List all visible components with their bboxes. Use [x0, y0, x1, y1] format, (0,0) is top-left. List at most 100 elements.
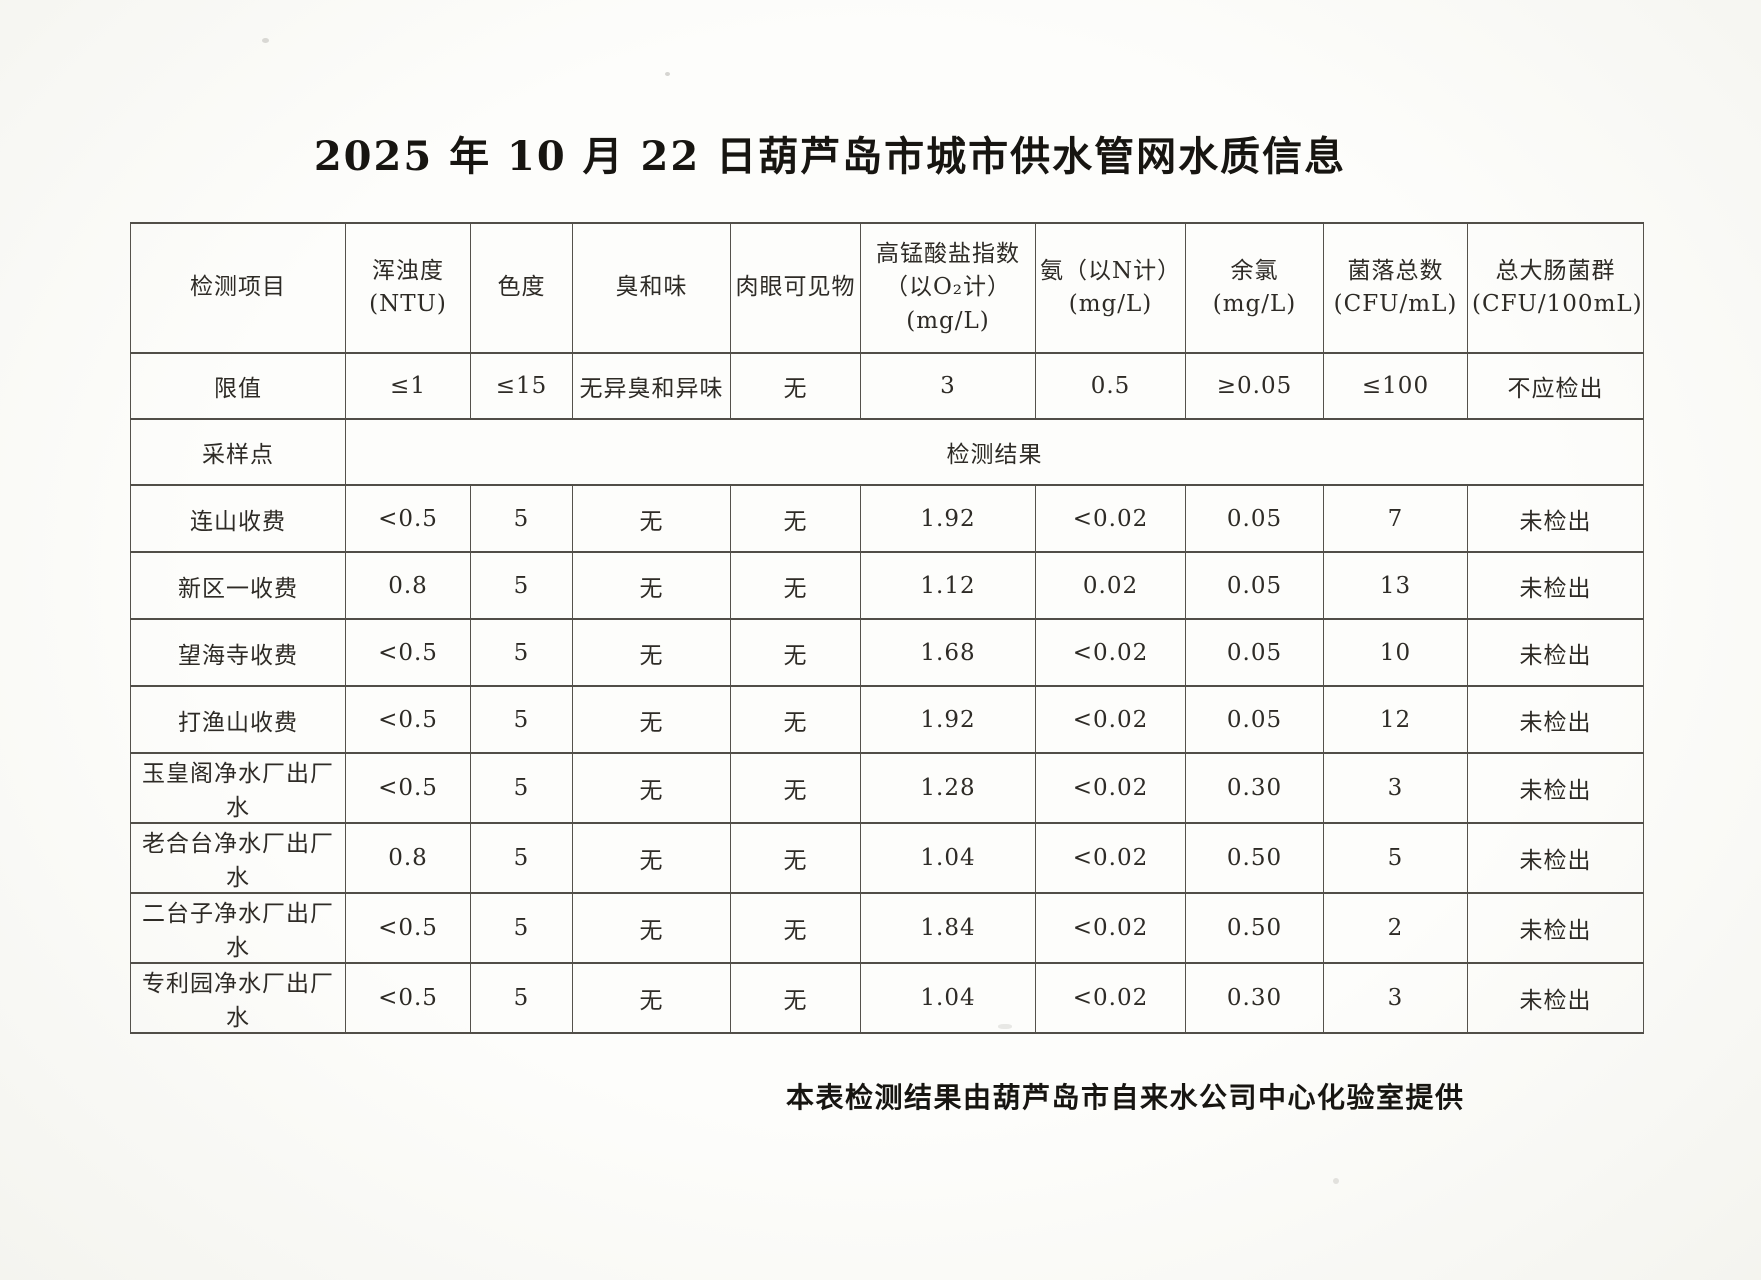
- value-cell: 3: [1323, 962, 1468, 1034]
- value-cell: 5: [470, 685, 573, 754]
- value-cell: 无: [572, 551, 731, 620]
- site-name-cell: 专利园净水厂出厂水: [130, 962, 346, 1034]
- value-cell: 1.92: [860, 685, 1036, 754]
- table-row: 新区一收费 0.8 5 无 无 1.12 0.02 0.05 13 未检出: [130, 551, 1644, 620]
- value-cell: <0.5: [345, 892, 471, 964]
- column-header-turbidity: 浑浊度(NTU): [345, 222, 471, 354]
- site-name-cell: 新区一收费: [130, 551, 346, 620]
- value-cell: <0.02: [1035, 822, 1186, 894]
- value-cell: 无: [730, 484, 861, 553]
- column-header-bacterial-count: 菌落总数 (CFU/mL): [1323, 222, 1468, 354]
- site-name-cell: 玉皇阁净水厂出厂水: [130, 752, 346, 824]
- header-line: 余氯: [1230, 257, 1279, 284]
- limit-cell: 0.5: [1035, 352, 1186, 420]
- limit-cell: 无: [730, 352, 861, 420]
- value-cell: 1.04: [860, 962, 1036, 1034]
- column-header-item: 检测项目: [130, 222, 346, 354]
- value-cell: 5: [470, 618, 573, 687]
- value-cell: <0.5: [345, 962, 471, 1034]
- header-line: (mg/L): [906, 307, 990, 334]
- value-cell: <0.5: [345, 685, 471, 754]
- value-cell: 未检出: [1467, 752, 1644, 824]
- site-name-cell: 打渔山收费: [130, 685, 346, 754]
- limit-cell: ≤15: [470, 352, 573, 420]
- scan-artifact-dot: [1333, 1178, 1339, 1184]
- header-line: (mg/L): [1068, 291, 1153, 317]
- table-row: 连山收费 <0.5 5 无 无 1.92 <0.02 0.05 7 未检出: [130, 484, 1644, 553]
- value-cell: 12: [1323, 685, 1468, 754]
- value-cell: <0.5: [345, 752, 471, 824]
- value-cell: 无: [572, 685, 731, 754]
- value-cell: 5: [470, 822, 573, 894]
- table-row: 老合台净水厂出厂水 0.8 5 无 无 1.04 <0.02 0.50 5 未检…: [130, 822, 1644, 894]
- value-cell: <0.02: [1035, 752, 1186, 824]
- value-cell: 1.68: [860, 618, 1036, 687]
- value-cell: <0.02: [1035, 962, 1186, 1034]
- limit-cell: ≤1: [345, 352, 471, 420]
- page-title: 2025 年 10 月 22 日葫芦岛市城市供水管网水质信息: [313, 133, 1347, 180]
- value-cell: 无: [730, 752, 861, 824]
- scan-artifact-dot: [665, 72, 670, 76]
- scan-artifact-dot: [998, 1024, 1012, 1029]
- value-cell: 0.8: [345, 822, 471, 894]
- value-cell: 0.05: [1185, 551, 1324, 620]
- value-cell: 0.50: [1185, 822, 1324, 894]
- table-row: 专利园净水厂出厂水 <0.5 5 无 无 1.04 <0.02 0.30 3 未…: [130, 962, 1644, 1034]
- column-header-color: 色度: [470, 222, 573, 354]
- value-cell: 0.50: [1185, 892, 1324, 964]
- site-name-cell: 连山收费: [130, 484, 346, 553]
- value-cell: 13: [1323, 551, 1468, 620]
- sampling-point-label: 采样点: [130, 418, 346, 486]
- table-row: 打渔山收费 <0.5 5 无 无 1.92 <0.02 0.05 12 未检出: [130, 685, 1644, 754]
- scan-artifact-dot: [262, 38, 269, 43]
- value-cell: 10: [1323, 618, 1468, 687]
- value-cell: 未检出: [1467, 685, 1644, 754]
- value-cell: 未检出: [1467, 822, 1644, 894]
- limit-row-label: 限值: [130, 352, 346, 420]
- value-cell: 未检出: [1467, 484, 1644, 553]
- header-line: (CFU/mL): [1333, 291, 1458, 317]
- value-cell: 未检出: [1467, 618, 1644, 687]
- value-cell: 3: [1323, 752, 1468, 824]
- value-cell: 1.12: [860, 551, 1036, 620]
- column-header-ammonia: 氨（以N计） (mg/L): [1035, 222, 1186, 354]
- value-cell: 7: [1323, 484, 1468, 553]
- limit-cell: 无异臭和异味: [572, 352, 731, 420]
- value-cell: <0.02: [1035, 892, 1186, 964]
- value-cell: 无: [572, 618, 731, 687]
- header-line: (CFU/100mL): [1472, 291, 1643, 317]
- value-cell: 0.30: [1185, 962, 1324, 1034]
- value-cell: 无: [572, 962, 731, 1034]
- column-header-odor: 臭和味: [572, 222, 731, 354]
- value-cell: 无: [730, 962, 861, 1034]
- header-line: （以O₂计）: [884, 274, 1012, 301]
- value-cell: <0.02: [1035, 484, 1186, 553]
- table-row: 二台子净水厂出厂水 <0.5 5 无 无 1.84 <0.02 0.50 2 未…: [130, 892, 1644, 964]
- sampling-row: 采样点 检测结果: [130, 418, 1644, 486]
- header-line: (mg/L): [1212, 291, 1297, 317]
- limit-cell: ≤100: [1323, 352, 1468, 420]
- table-row: 玉皇阁净水厂出厂水 <0.5 5 无 无 1.28 <0.02 0.30 3 未…: [130, 752, 1644, 824]
- value-cell: 未检出: [1467, 892, 1644, 964]
- column-header-visible-matter: 肉眼可见物: [730, 222, 861, 354]
- column-header-residual-chlorine: 余氯 (mg/L): [1185, 222, 1324, 354]
- header-line: 氨（以N计）: [1040, 257, 1182, 284]
- value-cell: 5: [470, 551, 573, 620]
- site-name-cell: 望海寺收费: [130, 618, 346, 687]
- header-row: 检测项目 浑浊度(NTU) 色度 臭和味 肉眼可见物 高锰酸盐指数 （以O₂计）…: [130, 222, 1644, 354]
- value-cell: 2: [1323, 892, 1468, 964]
- value-cell: 0.05: [1185, 484, 1324, 553]
- column-header-coliform: 总大肠菌群 (CFU/100mL): [1467, 222, 1644, 354]
- value-cell: 0.05: [1185, 618, 1324, 687]
- site-name-cell: 老合台净水厂出厂水: [130, 822, 346, 894]
- limit-cell: 3: [860, 352, 1036, 420]
- value-cell: 无: [730, 892, 861, 964]
- value-cell: 1.28: [860, 752, 1036, 824]
- value-cell: <0.02: [1035, 685, 1186, 754]
- footer-note: 本表检测结果由葫芦岛市自来水公司中心化验室提供: [786, 1081, 1465, 1114]
- value-cell: 5: [470, 752, 573, 824]
- value-cell: 0.30: [1185, 752, 1324, 824]
- value-cell: 5: [470, 962, 573, 1034]
- value-cell: 无: [572, 892, 731, 964]
